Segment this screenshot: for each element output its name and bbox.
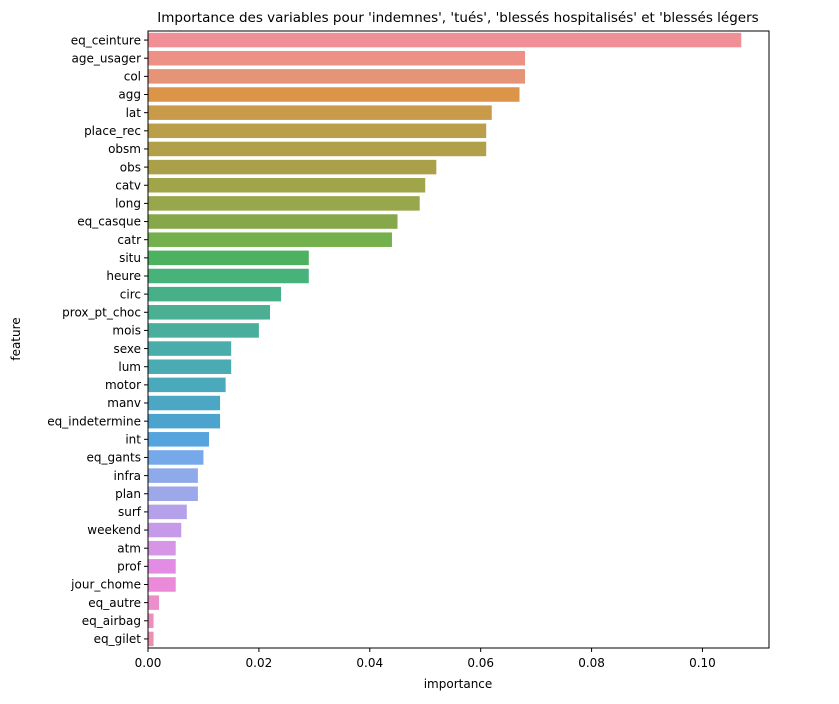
bar-int [148, 432, 209, 447]
y-tick-label: col [124, 70, 141, 84]
bar-lum [148, 359, 232, 374]
bar-prof [148, 559, 176, 574]
y-tick-label: prof [117, 560, 142, 574]
y-tick-label: mois [112, 324, 141, 338]
bar-eq_casque [148, 214, 398, 229]
y-tick-label: eq_airbag [82, 614, 141, 628]
bar-obs [148, 159, 437, 175]
y-tick-label: weekend [87, 523, 141, 537]
y-axis-label: feature [9, 317, 23, 360]
bar-eq_gilet [148, 631, 154, 647]
y-tick-label: surf [118, 505, 142, 519]
bar-plan [148, 486, 198, 502]
bar-catv [148, 177, 426, 193]
y-tick-label: eq_ceinture [71, 33, 141, 47]
y-tick-label: eq_casque [77, 215, 141, 229]
y-tick-label: age_usager [72, 51, 142, 65]
bar-surf [148, 504, 187, 520]
y-tick-label: prox_pt_choc [62, 305, 141, 319]
bar-mois [148, 323, 259, 338]
x-tick-label: 0.06 [467, 656, 494, 670]
bar-heure [148, 268, 309, 284]
bar-sexe [148, 341, 232, 356]
y-tick-label: lat [126, 106, 142, 120]
y-tick-label: infra [114, 469, 141, 483]
x-tick-label: 0.10 [689, 656, 716, 670]
x-axis-ticks: 0.00 0.02 0.04 0.06 0.08 0.10 [135, 648, 716, 670]
bar-agg [148, 87, 520, 102]
x-tick-label: 0.00 [135, 656, 162, 670]
x-tick-label: 0.08 [578, 656, 605, 670]
bar-manv [148, 395, 221, 411]
y-tick-label: motor [105, 378, 141, 392]
bar-motor [148, 377, 226, 393]
bar-jour_chome [148, 577, 176, 592]
y-tick-label: obs [120, 160, 141, 174]
bar-long [148, 196, 420, 211]
bar-eq_ceinture [148, 32, 742, 48]
plot-frame [147, 30, 770, 649]
y-tick-label: circ [120, 287, 141, 301]
x-axis-label: importance [424, 677, 493, 691]
bar-prox_pt_choc [148, 305, 270, 320]
y-tick-label: eq_autre [88, 596, 141, 610]
y-tick-label: lum [118, 360, 141, 374]
y-tick-label: jour_chome [70, 578, 141, 592]
y-tick-label: atm [117, 541, 141, 555]
y-tick-label: int [125, 433, 141, 447]
y-tick-label: eq_gants [86, 451, 141, 465]
y-tick-label: heure [106, 269, 141, 283]
bar-place_rec [148, 123, 487, 139]
x-tick-label: 0.04 [356, 656, 383, 670]
y-tick-label: sexe [113, 342, 141, 356]
bar-weekend [148, 522, 182, 538]
bar-circ [148, 286, 282, 302]
bar-obsm [148, 141, 487, 157]
y-tick-label: plan [115, 487, 141, 501]
y-tick-label: obsm [108, 142, 141, 156]
y-tick-label: manv [107, 396, 141, 410]
chart-title: Importance des variables pour 'indemnes'… [157, 10, 758, 26]
bar-eq_indetermine [148, 413, 221, 429]
bar-eq_autre [148, 595, 160, 610]
x-tick-label: 0.02 [246, 656, 273, 670]
bar-col [148, 69, 526, 84]
y-tick-label: long [115, 197, 141, 211]
bar-atm [148, 540, 176, 556]
y-tick-label: eq_indetermine [47, 414, 141, 428]
y-tick-label: eq_gilet [94, 632, 142, 646]
y-tick-label: agg [118, 88, 141, 102]
bar-lat [148, 105, 492, 120]
bar-age_usager [148, 50, 526, 66]
bar-eq_airbag [148, 613, 154, 629]
bar-infra [148, 468, 198, 483]
bar-situ [148, 250, 309, 266]
y-tick-label: catv [115, 178, 141, 192]
bars-group [148, 32, 742, 647]
bar-catr [148, 232, 392, 247]
bar-eq_gants [148, 450, 204, 465]
y-tick-label: catr [117, 233, 141, 247]
y-tick-label: situ [119, 251, 141, 265]
y-tick-label: place_rec [84, 124, 141, 138]
